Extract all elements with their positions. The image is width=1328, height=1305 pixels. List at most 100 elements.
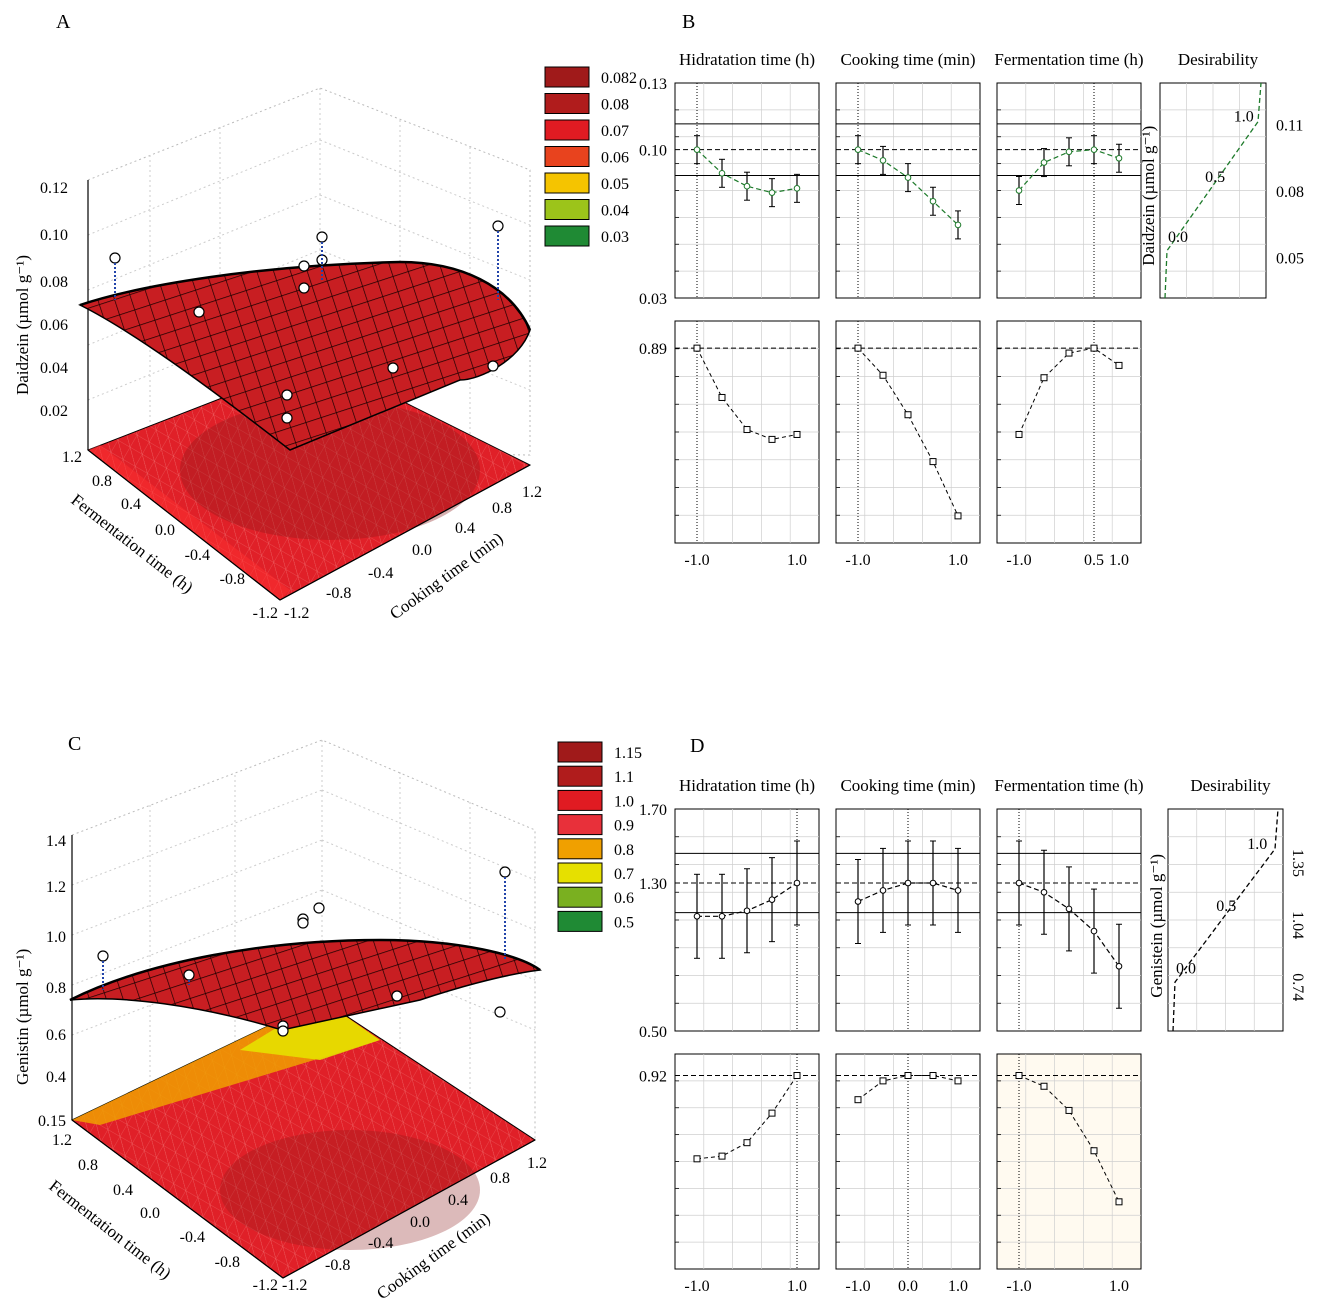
panel-letter: B (682, 11, 695, 33)
x-tick: -0.4 (368, 1235, 393, 1252)
desirability-point (1040, 1082, 1048, 1090)
legend-label: 0.082 (601, 70, 637, 87)
desirability-tick: 0.5 (1205, 169, 1225, 186)
profile-point (718, 170, 726, 177)
desirability-point (693, 1155, 701, 1163)
column-title: Hidratation time (h) (679, 50, 815, 69)
desirability-point (879, 1077, 887, 1085)
legend-label: 0.08 (601, 97, 629, 114)
y-tick: -0.8 (215, 1254, 240, 1271)
profile-point (1115, 962, 1123, 970)
y-tick: 0.13 (639, 76, 667, 93)
desirability-outer-tick: 1.04 (1289, 911, 1306, 939)
observed-point (298, 260, 310, 272)
profile-point (1040, 888, 1048, 896)
x-tick: -1.2 (282, 1277, 307, 1294)
profile-point (1090, 146, 1098, 153)
profile-point (743, 907, 751, 915)
z-tick: 0.02 (40, 403, 68, 420)
x-tick: 0.0 (898, 1278, 918, 1295)
panel-letter: D (690, 735, 704, 757)
desirability-point (929, 458, 937, 466)
y-tick: 0.4 (113, 1182, 133, 1199)
desirability-tick: 1.0 (1247, 836, 1267, 853)
profile-point (768, 189, 776, 196)
profile-point (1040, 159, 1048, 166)
profile-point (768, 896, 776, 903)
profile-point (929, 197, 937, 205)
legend-swatch (544, 172, 590, 194)
profile-point (929, 879, 937, 887)
profile-point (904, 174, 912, 181)
y-tick: 0.8 (92, 473, 112, 490)
desirability-point (743, 426, 751, 434)
y-axis-label: Fermentation time (h) (46, 1176, 175, 1283)
x-tick: 1.0 (1109, 1278, 1129, 1295)
profile-point (1065, 148, 1073, 156)
observed-point (109, 252, 121, 264)
x-tick: -1.0 (845, 552, 870, 569)
legend-swatch (544, 119, 590, 141)
desirability-point (879, 371, 887, 379)
desirability-curve (1018, 1075, 1120, 1203)
y-tick: 0.03 (639, 291, 667, 308)
y-tick: -1.2 (253, 1277, 278, 1294)
x-tick: 0.5 (1084, 552, 1104, 569)
observed-point (316, 231, 328, 243)
x-tick: 1.2 (527, 1155, 547, 1172)
legend-swatch (557, 910, 603, 932)
profile-point (1015, 879, 1023, 887)
x-tick: -1.0 (684, 1278, 709, 1295)
x-tick: -0.8 (326, 585, 351, 602)
legend-swatch (557, 741, 603, 763)
desirability-point (1040, 374, 1048, 382)
panel-letter-c: C (68, 733, 81, 755)
desirability-tick: 0.5 (1216, 898, 1236, 915)
desirability-point (1115, 1198, 1123, 1206)
observed-point (298, 282, 310, 294)
desirability-curve (696, 1075, 798, 1160)
legend-swatch (557, 765, 603, 787)
x-tick: -0.8 (325, 1257, 350, 1274)
observed-point (391, 990, 403, 1002)
y-tick: 1.70 (639, 802, 667, 819)
x-axis-line (282, 1139, 536, 1279)
profile-point (879, 887, 887, 894)
legend-label: 0.03 (601, 229, 629, 246)
y-tick: 1.30 (639, 876, 667, 893)
legend-label: 1.0 (614, 793, 634, 810)
panel-c-surface-plot: C 1.4 1.2 1.0 0.8 0.6 0.4 0.15 Genistin … (13, 733, 642, 1303)
desirability-point (854, 1096, 862, 1104)
desirability-point (1090, 344, 1098, 352)
profile-point (793, 879, 801, 887)
observed-points (97, 866, 511, 1037)
y-axis-line (87, 449, 281, 601)
z-tick: 0.6 (46, 1027, 66, 1044)
z-tick: 0.8 (46, 980, 66, 997)
y-tick: 0.0 (155, 522, 175, 539)
floor-contour-region (220, 1130, 480, 1250)
legend-c: 1.15 1.1 1.0 0.9 0.8 0.7 0.6 0.5 (557, 741, 642, 932)
legend-label: 0.5 (614, 914, 634, 931)
floor-edge (88, 445, 290, 600)
z-tick: 1.4 (46, 833, 66, 850)
profile-point (1115, 154, 1123, 162)
z-axis-label: Daidzein (µmol g⁻¹) (13, 255, 32, 395)
x-tick: -1.0 (845, 1278, 870, 1295)
z-axis-ticks: 1.4 1.2 1.0 0.8 0.6 0.4 0.15 (38, 833, 66, 1130)
profile-point (904, 879, 912, 887)
z-tick: 0.12 (40, 180, 68, 197)
x-tick: -0.4 (368, 565, 393, 582)
desirability-outer-tick: 0.05 (1276, 251, 1304, 268)
legend-label: 0.9 (614, 818, 634, 835)
desirability-point (904, 411, 912, 419)
x-tick: -1.2 (284, 605, 309, 622)
desirability-point (1015, 430, 1023, 438)
desirability-point (768, 1109, 776, 1117)
y-axis-line (71, 1119, 284, 1279)
desirability-point (1015, 1072, 1023, 1079)
y-tick: 0.0 (140, 1205, 160, 1222)
profile-point (854, 898, 862, 905)
x-tick: 1.0 (948, 552, 968, 569)
